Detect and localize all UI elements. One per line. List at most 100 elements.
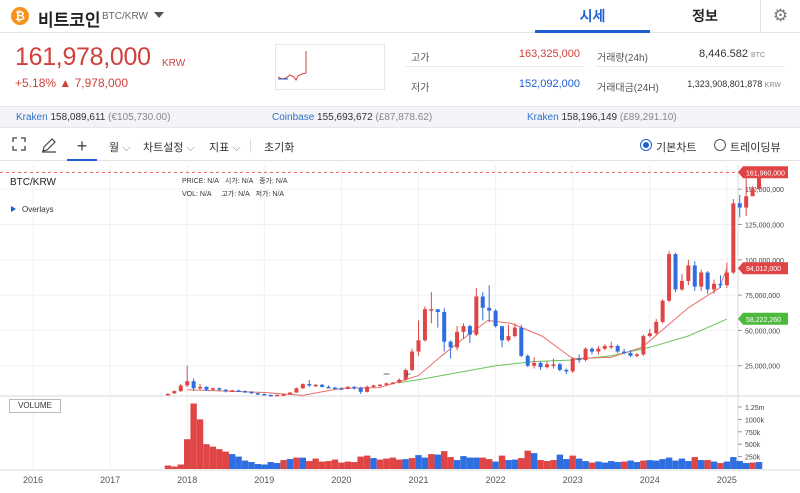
volume-bar	[627, 460, 634, 469]
coin-pair[interactable]: BTC/KRW	[102, 11, 148, 22]
indicators-dropdown[interactable]: 지표 ⌵	[209, 139, 241, 155]
chart-pair-label: BTC/KRW	[10, 177, 56, 188]
exchange-strip: Kraken 158,089,611 (€105,730.00) Coinbas…	[0, 106, 800, 128]
candle-body	[500, 326, 505, 341]
x-tick-label: 2016	[23, 475, 43, 485]
tradingview-radio[interactable]	[714, 139, 726, 151]
volume-tick-label: 500k	[745, 442, 761, 449]
candle-body	[384, 383, 389, 385]
x-tick-label: 2024	[640, 475, 660, 485]
hud-low-label: 저가:	[255, 191, 271, 198]
interval-dropdown[interactable]: 월 ⌵	[109, 139, 131, 155]
candle-body	[673, 254, 678, 290]
price-change: +5.18% ▲ 7,978,000	[15, 76, 128, 90]
fullscreen-icon[interactable]	[10, 137, 28, 155]
high-label: 고가	[411, 53, 430, 64]
volume-bar	[267, 462, 274, 469]
price-chart[interactable]: 2016 2017 2018 2019 2020 2021 2022 2023 2024 2025…	[0, 162, 800, 493]
tradingview-label[interactable]: 트레이딩뷰	[730, 142, 781, 154]
pencil-icon[interactable]	[40, 137, 58, 155]
price-unit: KRW	[162, 58, 186, 69]
exchange-alt-price: (£87,878.62)	[375, 112, 433, 123]
volume-bar	[473, 457, 480, 469]
crosshair-icon[interactable]: +	[76, 136, 88, 156]
candle-body	[545, 364, 549, 368]
zoom-out-icon[interactable]: −	[383, 367, 391, 381]
volume-bar	[441, 451, 448, 469]
volume-bar	[331, 459, 339, 469]
indicators-label: 지표	[209, 142, 230, 154]
hud-vol-label: VOL:	[182, 191, 198, 198]
volume-bar	[216, 449, 223, 469]
candle-body	[455, 331, 460, 348]
volume-bar	[498, 455, 506, 469]
basic-chart-label[interactable]: 기본차트	[656, 142, 697, 154]
candle-body	[461, 326, 466, 332]
change-amount: ▲ 7,978,000	[59, 76, 128, 90]
exchange-item[interactable]: Kraken 158,196,149 (£89,291.10)	[527, 112, 677, 123]
candle-body	[320, 384, 325, 387]
volume-bar	[518, 458, 525, 469]
candle-body	[686, 265, 691, 281]
exchange-price: 158,196,149	[561, 112, 618, 123]
volume-bar	[228, 454, 236, 469]
reset-button[interactable]: 초기화	[264, 142, 295, 154]
volume-bar	[190, 403, 197, 469]
candle-body	[589, 348, 594, 352]
zoom-in-icon[interactable]: +	[404, 367, 412, 381]
overlays-toggle[interactable]: Overlays	[22, 205, 54, 214]
price-tag-box	[738, 312, 788, 325]
volume-bar	[171, 466, 178, 469]
volume-bar	[710, 461, 718, 469]
chart-settings-dropdown[interactable]: 차트설정 ⌵	[143, 139, 195, 155]
exchange-item[interactable]: Coinbase 155,693,672 (£87,878.62)	[272, 112, 432, 123]
low-value: 152,092,000	[518, 78, 580, 90]
candle-body	[519, 327, 524, 356]
active-tool-underline	[67, 159, 97, 161]
candle-body	[493, 310, 498, 327]
candle-body	[654, 321, 659, 334]
volume-bar	[209, 446, 217, 469]
volume-bar	[466, 457, 474, 469]
top-header	[0, 0, 800, 33]
candle-body	[512, 327, 517, 337]
candle-body	[480, 296, 485, 308]
candle-body	[358, 387, 363, 392]
gear-icon[interactable]: ⚙	[760, 0, 800, 33]
volume-bar	[755, 462, 763, 469]
candle-body	[390, 382, 395, 385]
tab-quote[interactable]: 시세	[535, 0, 650, 33]
exchange-name: Kraken	[527, 112, 559, 123]
volume-tick-label: 1000k	[745, 417, 765, 424]
candle-body	[506, 336, 511, 341]
candle-body	[223, 389, 228, 392]
hud-close-label: 종가:	[259, 178, 274, 185]
volume-bar	[730, 457, 737, 469]
candle-body	[422, 309, 427, 341]
mini-sparkline	[275, 44, 385, 90]
change-percent: +5.18%	[15, 76, 57, 90]
volume-bar	[582, 461, 589, 469]
candle-body	[217, 388, 222, 390]
volume-bar	[614, 462, 621, 469]
volume-bar	[184, 439, 191, 469]
candle-body	[474, 296, 479, 335]
basic-chart-radio[interactable]	[640, 139, 652, 151]
volume-bar	[640, 460, 647, 469]
volume-bar	[344, 461, 352, 469]
chevron-down-icon[interactable]	[154, 12, 164, 18]
candle-body	[410, 351, 415, 370]
volume-value: 8,446.582 BTC	[615, 48, 765, 60]
chevron-down-icon: ⌵	[122, 142, 131, 154]
coin-name[interactable]: 비트코인	[38, 11, 101, 30]
amount-unit: KRW	[764, 82, 781, 89]
volume-bar	[543, 461, 551, 469]
candle-body	[185, 381, 190, 386]
exchange-item[interactable]: Kraken 158,089,611 (€105,730.00)	[16, 112, 170, 123]
volume-bar	[325, 461, 332, 469]
overlays-expand-icon[interactable]	[11, 206, 16, 212]
tab-info[interactable]: 정보	[692, 8, 718, 24]
volume-bar	[428, 454, 435, 469]
y-tick-label: 100,000,000	[745, 258, 784, 265]
candle-body	[442, 312, 447, 342]
